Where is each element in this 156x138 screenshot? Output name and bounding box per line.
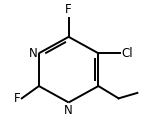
- Text: N: N: [29, 47, 37, 60]
- Text: F: F: [65, 3, 72, 16]
- Text: F: F: [14, 92, 20, 105]
- Text: N: N: [64, 104, 73, 117]
- Text: Cl: Cl: [122, 47, 133, 60]
